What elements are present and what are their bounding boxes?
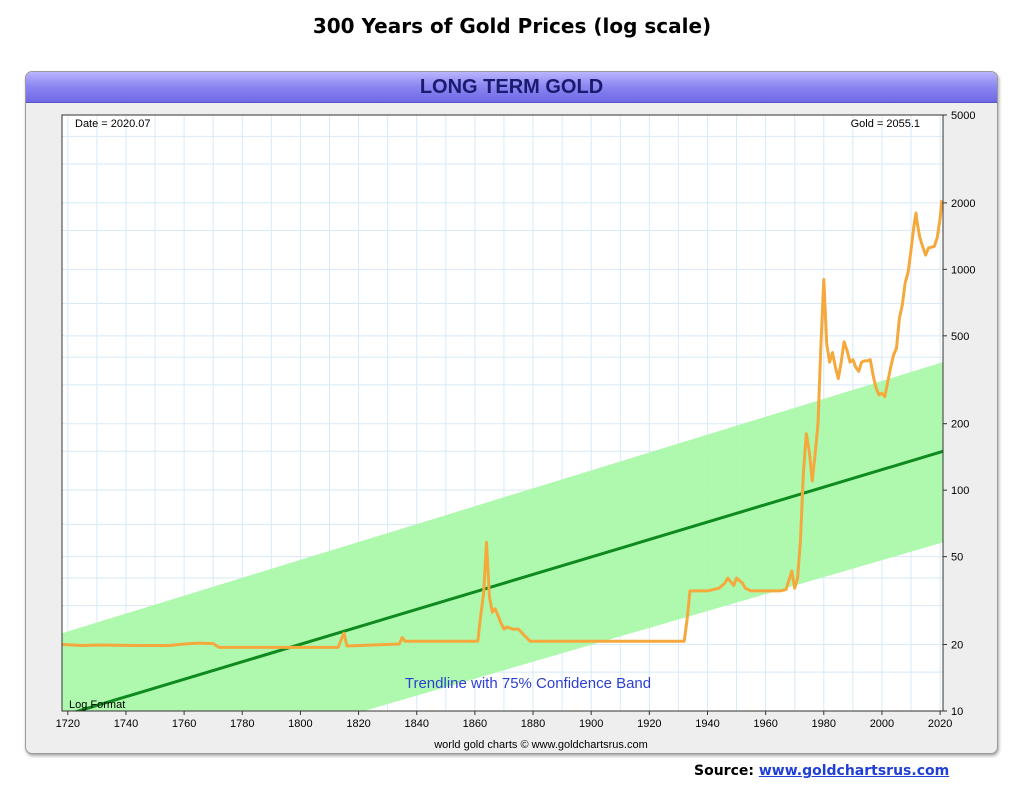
chart-panel: LONG TERM GOLD 1720 1740 1760 1780 1800 1820 1…: [25, 71, 998, 754]
y-tick-label: 50: [951, 552, 963, 564]
panel-header: LONG TERM GOLD: [26, 72, 997, 103]
gold-price-chart: 1720 1740 1760 1780 1800 1820 1840 1860 1880 1900…: [56, 110, 976, 751]
x-tick-label: 1860: [463, 718, 487, 730]
y-tick-label: 20: [951, 640, 963, 652]
y-tick-label: 500: [951, 331, 969, 343]
x-tick-label: 1720: [56, 718, 80, 730]
x-tick-label: 1940: [695, 718, 719, 730]
x-tick-label: 1960: [753, 718, 777, 730]
source-link[interactable]: www.goldchartsrus.com: [758, 763, 950, 779]
y-tick-label: 100: [951, 485, 969, 497]
x-tick-label: 1880: [521, 718, 545, 730]
confidence-band: [62, 362, 943, 711]
y-tick-label: 2000: [951, 198, 975, 210]
x-tick-label: 1980: [812, 718, 836, 730]
source-label: Source:: [694, 763, 754, 779]
x-tick-label: 1820: [346, 718, 370, 730]
date-readout: Date = 2020.07: [75, 118, 151, 130]
band-label: Trendline with 75% Confidence Band: [405, 675, 651, 692]
page-title: 300 Years of Gold Prices (log scale): [312, 14, 712, 38]
plot-frame: [61, 114, 944, 712]
x-tick-label: 1920: [637, 718, 661, 730]
source-note: Source: www.goldchartsrus.com: [694, 763, 949, 779]
y-tick-label: 1000: [951, 264, 975, 276]
y-tick-label: 200: [951, 419, 969, 431]
x-tick-label: 1840: [404, 718, 428, 730]
x-tick-label: 1740: [114, 718, 138, 730]
y-tick-label: 10: [951, 706, 963, 718]
x-tick-label: 2000: [870, 718, 894, 730]
log-format-label: Log Format: [69, 699, 125, 711]
value-readout: Gold = 2055.1: [851, 118, 920, 130]
x-tick-label: 1900: [579, 718, 603, 730]
gold-price-line: [62, 200, 943, 649]
x-tick-label: 1800: [288, 718, 312, 730]
x-tick-label: 1780: [230, 718, 254, 730]
trendline: [73, 449, 943, 711]
panel-title: LONG TERM GOLD: [419, 76, 604, 98]
x-tick-label: 2020: [928, 718, 952, 730]
credit-text: world gold charts © www.goldchartsrus.co…: [433, 739, 648, 751]
y-tick-label: 5000: [951, 110, 975, 122]
x-tick-label: 1760: [172, 718, 196, 730]
